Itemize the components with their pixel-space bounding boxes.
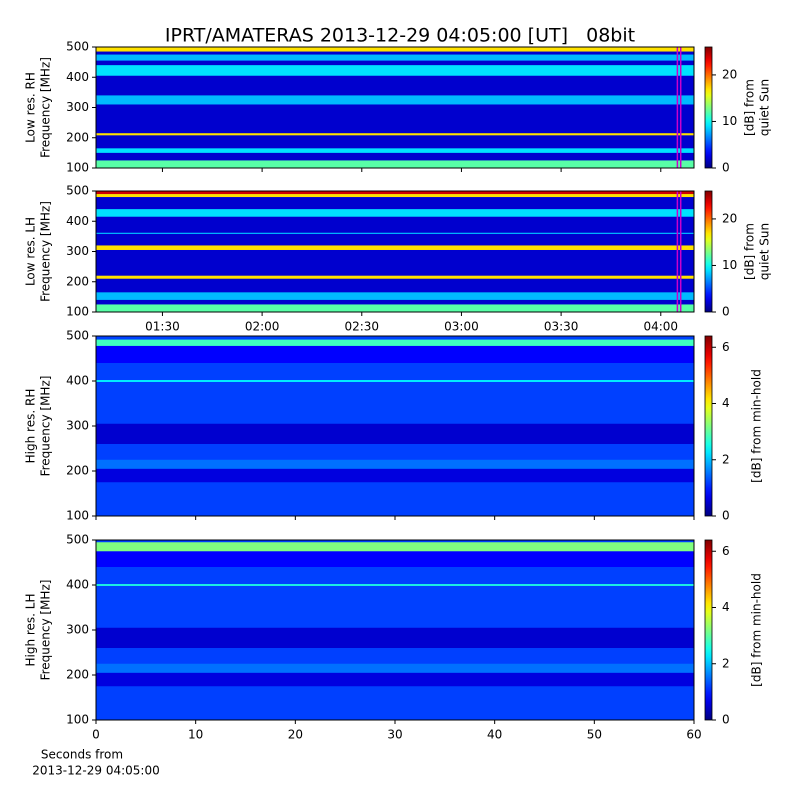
spectrogram-band xyxy=(96,345,694,363)
colorbar-tick-label: 2 xyxy=(722,656,730,670)
y-tick-label: 200 xyxy=(66,274,89,288)
colorbar-label: [dB] from min-hold xyxy=(750,573,764,687)
colorbar xyxy=(704,190,713,313)
spectrogram-band xyxy=(96,148,694,153)
spectrogram-band xyxy=(96,304,694,312)
colorbar-tick-label: 0 xyxy=(722,713,730,727)
x-tick-label: 03:30 xyxy=(544,320,579,334)
colorbar-tick-label: 0 xyxy=(722,161,730,175)
colorbar-tick-label: 10 xyxy=(722,258,737,272)
x-tick-label: 02:00 xyxy=(245,320,280,334)
spectrogram-band xyxy=(96,672,694,687)
y-tick-label: 100 xyxy=(66,509,89,523)
y-tick-label: 200 xyxy=(66,130,89,144)
colorbar-tick-label: 2 xyxy=(722,452,730,466)
y-tick-label: 300 xyxy=(66,100,89,114)
x-tick-label: 50 xyxy=(587,728,602,742)
y-tick-label: 300 xyxy=(66,623,89,637)
x-tick-label: 04:00 xyxy=(643,320,678,334)
y-tick-label: 200 xyxy=(66,464,89,478)
spectrogram-band xyxy=(96,459,694,469)
y-tick-label: 500 xyxy=(66,329,89,343)
spectrogram-band xyxy=(96,54,694,61)
spectrogram-band xyxy=(96,663,694,673)
y-tick-label: 500 xyxy=(66,184,89,198)
colorbar xyxy=(704,335,713,517)
y-tick-label: 100 xyxy=(66,713,89,727)
spectrogram-band xyxy=(96,191,694,195)
x-tick-label: 30 xyxy=(387,728,402,742)
y-tick-label: 400 xyxy=(66,374,89,388)
spectrogram-band xyxy=(96,551,694,567)
y-tick-label: 100 xyxy=(66,161,89,175)
spectrogram-band xyxy=(96,95,694,105)
y-tick-label: 400 xyxy=(66,214,89,228)
colorbar-label: [dB] from min-hold xyxy=(750,369,764,483)
colorbar-tick-label: 0 xyxy=(722,509,730,523)
x-axis-label: 2013-12-29 04:05:00 xyxy=(32,764,159,778)
colorbar-label: [dB] from xyxy=(743,223,757,280)
x-tick-label: 01:30 xyxy=(145,320,180,334)
spectrogram-band xyxy=(96,380,694,382)
colorbar-tick-label: 0 xyxy=(722,305,730,319)
colorbar-tick-label: 20 xyxy=(722,211,737,225)
y-tick-label: 100 xyxy=(66,305,89,319)
colorbar-tick-label: 20 xyxy=(722,67,737,81)
y-axis-label: High res. LH xyxy=(24,593,38,666)
y-axis-label: Frequency [MHz] xyxy=(39,201,53,302)
x-tick-label: 02:30 xyxy=(344,320,379,334)
colorbar-label: quiet Sun xyxy=(758,79,772,136)
x-tick-label: 20 xyxy=(288,728,303,742)
y-axis-label: Frequency [MHz] xyxy=(39,57,53,158)
y-tick-label: 500 xyxy=(66,533,89,547)
spectrogram-band xyxy=(96,65,694,76)
spectrogram-band xyxy=(96,292,694,300)
spectrogram-band xyxy=(96,232,694,234)
spectrogram-band xyxy=(96,423,694,444)
y-axis-label: High res. RH xyxy=(24,389,38,464)
spectrogram-band xyxy=(96,133,694,136)
y-tick-label: 400 xyxy=(66,70,89,84)
y-axis-label: Low res. RH xyxy=(24,72,38,143)
colorbar-label: [dB] from xyxy=(743,79,757,136)
chart-title: IPRT/AMATERAS 2013-12-29 04:05:00 [UT] 0… xyxy=(165,25,635,47)
colorbar-tick-label: 10 xyxy=(722,114,737,128)
colorbar-tick-label: 4 xyxy=(722,396,730,410)
colorbar-tick-label: 4 xyxy=(722,600,730,614)
spectrogram-band xyxy=(96,627,694,648)
spectrogram-band xyxy=(96,47,694,52)
y-tick-label: 400 xyxy=(66,578,89,592)
spectrogram-band xyxy=(96,275,694,279)
y-axis-label: Frequency [MHz] xyxy=(39,376,53,477)
y-axis-label: Low res. LH xyxy=(24,217,38,286)
colorbar-label: quiet Sun xyxy=(758,223,772,280)
y-tick-label: 500 xyxy=(66,40,89,54)
x-tick-label: 03:00 xyxy=(444,320,479,334)
spectrogram-band xyxy=(96,209,694,217)
y-tick-label: 300 xyxy=(66,419,89,433)
colorbar-tick-label: 6 xyxy=(722,544,730,558)
spectrogram-band xyxy=(96,339,694,346)
spectrogram-band xyxy=(96,245,694,250)
x-tick-label: 10 xyxy=(188,728,203,742)
colorbar xyxy=(704,46,713,169)
spectrogram-band xyxy=(96,542,694,552)
y-tick-label: 300 xyxy=(66,244,89,258)
y-tick-label: 200 xyxy=(66,668,89,682)
x-tick-label: 40 xyxy=(487,728,502,742)
colorbar xyxy=(704,539,713,721)
y-axis-label: Frequency [MHz] xyxy=(39,580,53,681)
spectrogram-band xyxy=(96,194,694,198)
spectrogram-band xyxy=(96,584,694,586)
spectrogram-band xyxy=(96,160,694,168)
x-tick-label: 60 xyxy=(686,728,701,742)
spectrogram-band xyxy=(96,468,694,483)
x-tick-label: 0 xyxy=(92,728,100,742)
x-axis-label: Seconds from xyxy=(41,748,123,762)
colorbar-tick-label: 6 xyxy=(722,340,730,354)
